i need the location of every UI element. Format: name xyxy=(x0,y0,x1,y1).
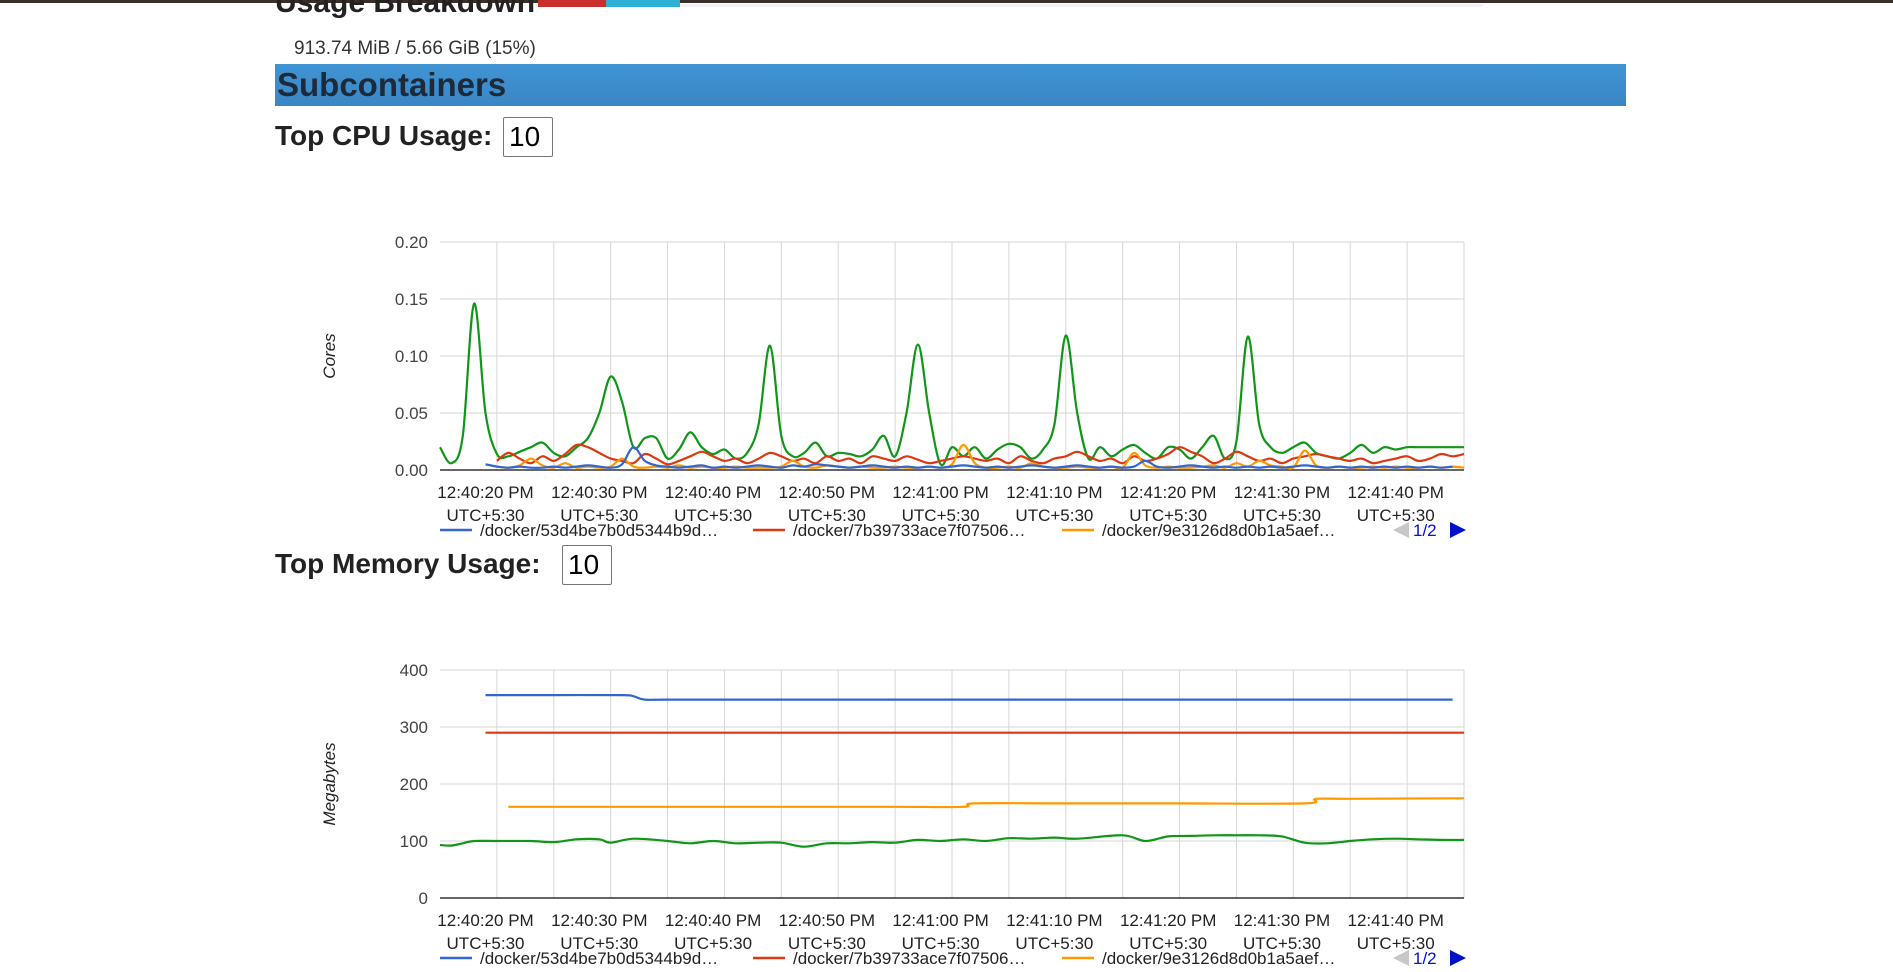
usage-bar-cache-segment xyxy=(606,0,680,7)
chart-memory-xtick-label: 12:40:30 PM xyxy=(551,911,647,930)
chart-cpu-xtick-label: 12:40:40 PM xyxy=(665,483,761,502)
chart-cpu-xtick-label: 12:40:50 PM xyxy=(779,483,875,502)
chart-cpu-xtick-tz-label: UTC+5:30 xyxy=(1357,506,1435,525)
chart-memory-xtick-tz-label: UTC+5:30 xyxy=(447,934,525,953)
window-top-border xyxy=(0,0,1893,3)
chart-cpu-ytick-label: 0.00 xyxy=(395,461,428,480)
chart-memory-ytick-label: 0 xyxy=(419,889,428,908)
chart-memory-xtick-tz-label: UTC+5:30 xyxy=(1015,934,1093,953)
chart-cpu-ylabel: Cores xyxy=(320,333,339,379)
chart-memory-xtick-label: 12:41:40 PM xyxy=(1348,911,1444,930)
chart-memory-xtick-tz-label: UTC+5:30 xyxy=(674,934,752,953)
memory-usage-text: 913.74 MiB / 5.66 GiB (15%) xyxy=(294,38,536,59)
chart-memory-xtick-label: 12:41:30 PM xyxy=(1234,911,1330,930)
chart-cpu-xtick-tz-label: UTC+5:30 xyxy=(674,506,752,525)
chart-cpu-ytick-label: 0.10 xyxy=(395,347,428,366)
chart-memory-xtick-tz-label: UTC+5:30 xyxy=(1243,934,1321,953)
top-cpu-usage-input[interactable] xyxy=(503,117,553,157)
chart-cpu-series-line-3 xyxy=(485,446,1453,469)
chart-cpu-legend-next-page-icon[interactable] xyxy=(1450,522,1466,538)
chart-memory-legend-page-indicator: 1/2 xyxy=(1413,949,1437,968)
usage-bar-free-segment xyxy=(680,4,1483,7)
chart-memory-ytick-label: 300 xyxy=(400,718,428,737)
chart-memory-xtick-tz-label: UTC+5:30 xyxy=(902,934,980,953)
chart-cpu-series-line-0 xyxy=(439,302,1464,467)
chart-cpu-xtick-label: 12:41:30 PM xyxy=(1234,483,1330,502)
chart-cpu-xtick-tz-label: UTC+5:30 xyxy=(1243,506,1321,525)
chart-cpu-xtick-label: 12:40:20 PM xyxy=(437,483,533,502)
chart-cpu-legend-page-indicator: 1/2 xyxy=(1413,521,1437,540)
usage-bar-used-segment xyxy=(538,0,606,7)
usage-breakdown-title: Usage Breakdown xyxy=(275,0,536,19)
chart-memory-xtick-tz-label: UTC+5:30 xyxy=(1357,934,1435,953)
chart-memory-xtick-label: 12:41:20 PM xyxy=(1120,911,1216,930)
top-memory-usage-input[interactable] xyxy=(562,545,612,585)
chart-memory-xtick-label: 12:40:50 PM xyxy=(779,911,875,930)
chart-memory-ytick-label: 200 xyxy=(400,775,428,794)
chart-cpu-xtick-tz-label: UTC+5:30 xyxy=(902,506,980,525)
chart-memory-xtick-label: 12:41:10 PM xyxy=(1006,911,1102,930)
chart-cpu-xtick-tz-label: UTC+5:30 xyxy=(1129,506,1207,525)
chart-memory-series-line-0 xyxy=(485,693,1453,701)
chart-cpu-xtick-label: 12:41:40 PM xyxy=(1348,483,1444,502)
chart-memory-series-line-3 xyxy=(439,834,1465,848)
top-memory-usage-label: Top Memory Usage: xyxy=(275,548,541,579)
chart-memory-xtick-label: 12:40:20 PM xyxy=(437,911,533,930)
chart-cpu-legend-label: /docker/7b39733ace7f07506… xyxy=(793,521,1026,540)
chart-cpu-xtick-tz-label: UTC+5:30 xyxy=(447,506,525,525)
chart-cpu-xtick-tz-label: UTC+5:30 xyxy=(560,506,638,525)
chart-memory-xtick-tz-label: UTC+5:30 xyxy=(1129,934,1207,953)
chart-cpu-ytick-label: 0.15 xyxy=(395,290,428,309)
cpu-usage-chart: 0.20 0.15 0.10 0.05 0.00 Cores 12:40:20 PM UTC+… xyxy=(320,233,1466,540)
chart-memory-legend-label: /docker/53d4be7b0d5344b9d… xyxy=(480,949,718,968)
chart-memory-legend-label: /docker/9e3126d8d0b1a5aef… xyxy=(1102,949,1335,968)
chart-memory-ylabel: Megabytes xyxy=(320,742,339,826)
chart-memory-legend-next-page-icon[interactable] xyxy=(1450,950,1466,966)
memory-usage-chart: 400 300 200 100 0 Megabytes 12:40:20 PM UTC+5:3… xyxy=(320,661,1466,968)
chart-cpu-xtick-label: 12:41:10 PM xyxy=(1006,483,1102,502)
subcontainers-title: Subcontainers xyxy=(277,66,507,103)
chart-cpu-xtick-label: 12:41:00 PM xyxy=(892,483,988,502)
subcontainers-header: Subcontainers xyxy=(275,64,1626,106)
chart-cpu-legend-label: /docker/53d4be7b0d5344b9d… xyxy=(480,521,718,540)
chart-cpu-ytick-label: 0.20 xyxy=(395,233,428,252)
chart-memory-xtick-label: 12:40:40 PM xyxy=(665,911,761,930)
chart-cpu-legend-prev-page-icon[interactable] xyxy=(1393,522,1409,538)
top-cpu-usage-label: Top CPU Usage: xyxy=(275,120,493,151)
chart-memory-series-line-2 xyxy=(508,797,1465,809)
chart-memory-xtick-tz-label: UTC+5:30 xyxy=(560,934,638,953)
chart-memory-xtick-tz-label: UTC+5:30 xyxy=(788,934,866,953)
chart-cpu-xtick-tz-label: UTC+5:30 xyxy=(788,506,866,525)
chart-memory-ytick-label: 100 xyxy=(400,832,428,851)
chart-memory-legend-prev-page-icon[interactable] xyxy=(1393,950,1409,966)
chart-cpu-xtick-label: 12:41:20 PM xyxy=(1120,483,1216,502)
chart-cpu-ytick-label: 0.05 xyxy=(395,404,428,423)
chart-memory-ytick-label: 400 xyxy=(400,661,428,680)
chart-cpu-series-line-1 xyxy=(496,443,1465,466)
chart-cpu-legend-label: /docker/9e3126d8d0b1a5aef… xyxy=(1102,521,1335,540)
chart-cpu-xtick-label: 12:40:30 PM xyxy=(551,483,647,502)
chart-cpu-xtick-tz-label: UTC+5:30 xyxy=(1015,506,1093,525)
chart-memory-xtick-label: 12:41:00 PM xyxy=(892,911,988,930)
chart-memory-legend-label: /docker/7b39733ace7f07506… xyxy=(793,949,1026,968)
